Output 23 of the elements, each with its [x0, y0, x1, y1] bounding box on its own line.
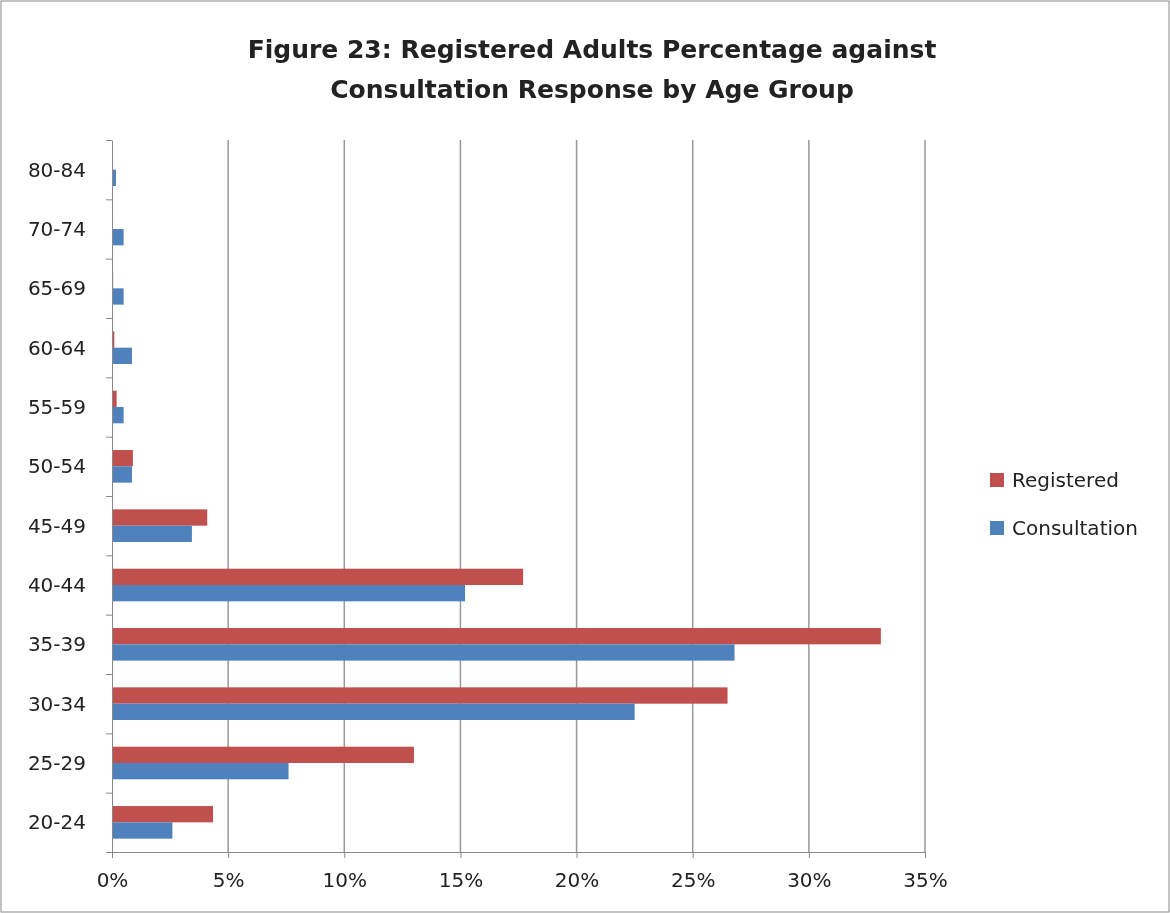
x-tick-label: 30% [787, 868, 832, 892]
y-tick-label: 55-59 [27, 395, 86, 419]
y-tick-label: 80-84 [27, 157, 86, 182]
x-tick-label: 25% [670, 868, 716, 892]
x-tick-label: 0% [96, 868, 129, 892]
y-tick-label: 20-24 [27, 810, 86, 835]
y-tick-label: 40-44 [27, 573, 86, 597]
legend-label: Registered [1012, 468, 1119, 492]
y-tick-label: 60-64 [27, 335, 86, 360]
x-tick-label: 5% [212, 868, 245, 892]
x-tick-label: 10% [322, 868, 368, 892]
y-tick-label: 25-29 [27, 751, 86, 775]
legend-label: Consultation [1012, 516, 1138, 540]
y-tick-label: 35-39 [27, 632, 86, 657]
x-tick-label: 35% [903, 868, 948, 892]
x-tick-label: 15% [438, 868, 484, 892]
y-tick-label: 70-74 [27, 217, 86, 241]
y-tick-label: 45-49 [27, 513, 86, 538]
y-tick-label: 50-54 [27, 454, 86, 479]
y-tick-label: 30-34 [27, 691, 86, 716]
y-tick-label: 65-69 [27, 276, 86, 301]
x-tick-label: 20% [554, 868, 600, 892]
chart-title: Figure 23: Registered Adults Percentage against Consultation Response by Age Group [247, 35, 937, 104]
